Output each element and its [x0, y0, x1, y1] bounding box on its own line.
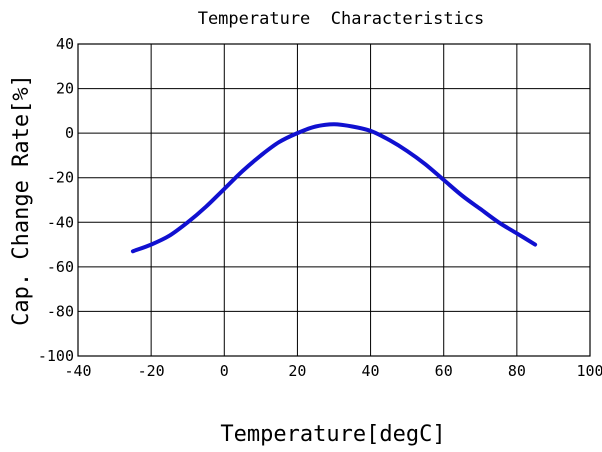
x-tick-label: -20 [138, 362, 165, 380]
y-tick-label: 20 [56, 80, 74, 98]
y-tick-label: 0 [65, 124, 74, 142]
y-tick-label: -80 [47, 302, 74, 320]
x-tick-label: 60 [435, 362, 453, 380]
x-tick-label: -40 [64, 362, 91, 380]
y-tick-label: 40 [56, 35, 74, 53]
chart-title: Temperature Characteristics [198, 9, 485, 29]
series-layer [130, 122, 538, 254]
y-axis-label: Cap. Change Rate[%] [9, 74, 34, 326]
x-tick-label: 100 [576, 362, 602, 380]
y-tick-label: -60 [47, 258, 74, 276]
y-tick-label: -20 [47, 169, 74, 187]
x-tick-label: 20 [288, 362, 306, 380]
x-tick-label: 40 [362, 362, 380, 380]
grid-layer [77, 43, 591, 357]
x-axis-label: Temperature[degC] [220, 422, 445, 447]
tick-labels: -40 -20 0 20 40 60 80 100 40 20 0 -20 -40 -60 -80 -100 [38, 35, 602, 380]
y-tick-label: -40 [47, 213, 74, 231]
x-tick-label: 0 [220, 362, 229, 380]
series-line [130, 122, 538, 254]
y-tick-label: -100 [38, 347, 74, 365]
x-tick-label: 80 [508, 362, 526, 380]
plot-frame [77, 43, 591, 357]
